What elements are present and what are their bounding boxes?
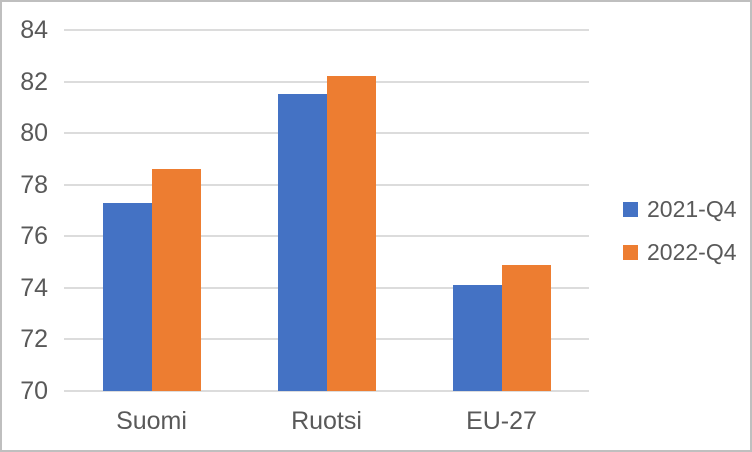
legend-swatch-icon [623, 244, 638, 260]
legend: 2021-Q4 2022-Q4 [623, 195, 737, 281]
bar-2021-Q4-EU-27 [452, 285, 502, 391]
y-tick-label: 70 [20, 377, 48, 405]
legend-item-label: 2022-Q4 [647, 238, 737, 265]
gridline [64, 29, 589, 31]
y-tick-label: 74 [20, 273, 48, 302]
x-tick-label: EU-27 [466, 407, 537, 435]
y-tick-label: 80 [20, 119, 48, 148]
legend-item: 2021-Q4 [623, 195, 737, 223]
legend-item: 2022-Q4 [623, 238, 737, 266]
y-tick-label: 84 [20, 16, 48, 44]
x-tick-label: Suomi [116, 407, 187, 435]
bar-2022-Q4-Suomi [151, 169, 201, 391]
y-tick-label: 82 [20, 67, 48, 96]
y-tick-label: 72 [20, 325, 48, 354]
bar-2021-Q4-Suomi [102, 202, 152, 391]
x-axis-line [64, 390, 589, 392]
legend-swatch-icon [623, 201, 638, 217]
plot-area [64, 29, 589, 392]
y-tick-label: 76 [20, 222, 48, 251]
legend-item-label: 2021-Q4 [647, 195, 737, 222]
x-tick-label: Ruotsi [291, 407, 362, 435]
bar-2022-Q4-EU-27 [501, 264, 551, 391]
bar-2022-Q4-Ruotsi [326, 76, 376, 391]
bar-2021-Q4-Ruotsi [277, 94, 327, 391]
y-tick-label: 78 [20, 170, 48, 199]
